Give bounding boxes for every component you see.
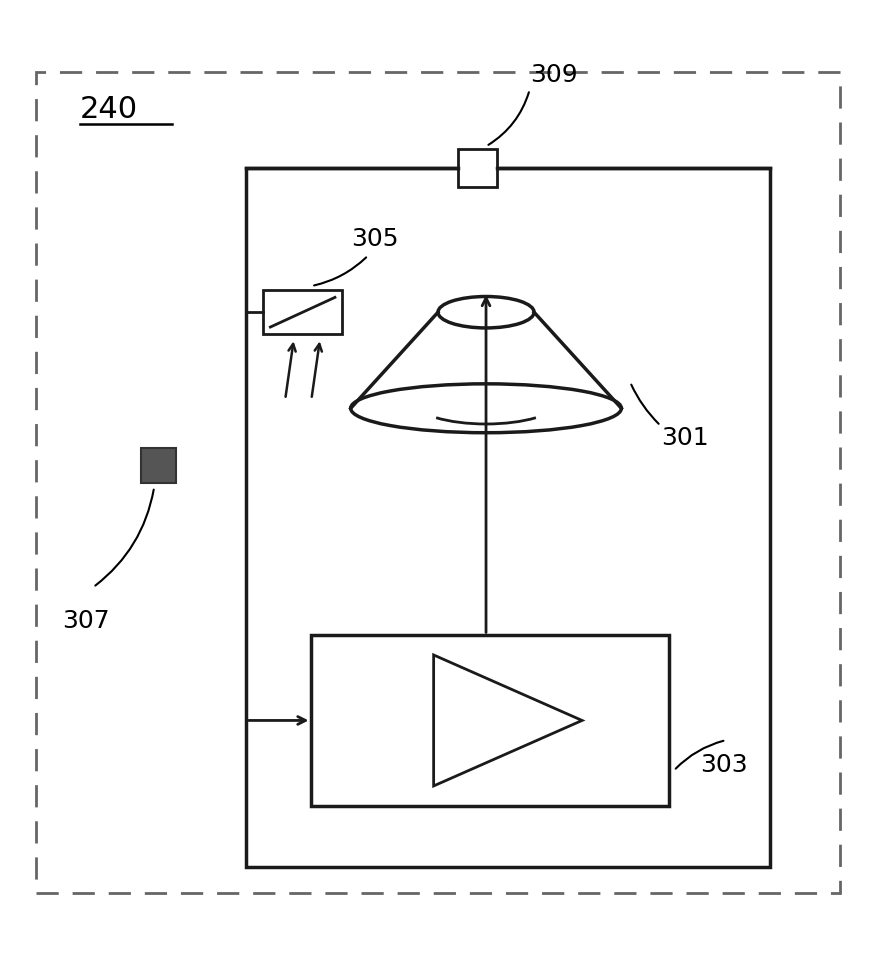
Polygon shape: [458, 149, 497, 187]
Text: 303: 303: [700, 754, 747, 777]
Polygon shape: [141, 448, 176, 482]
Polygon shape: [264, 290, 342, 334]
Text: 240: 240: [80, 96, 138, 124]
Text: 305: 305: [350, 227, 399, 251]
Text: 309: 309: [530, 63, 577, 87]
Polygon shape: [311, 635, 669, 806]
Text: 301: 301: [661, 426, 709, 450]
Text: 307: 307: [62, 609, 110, 633]
